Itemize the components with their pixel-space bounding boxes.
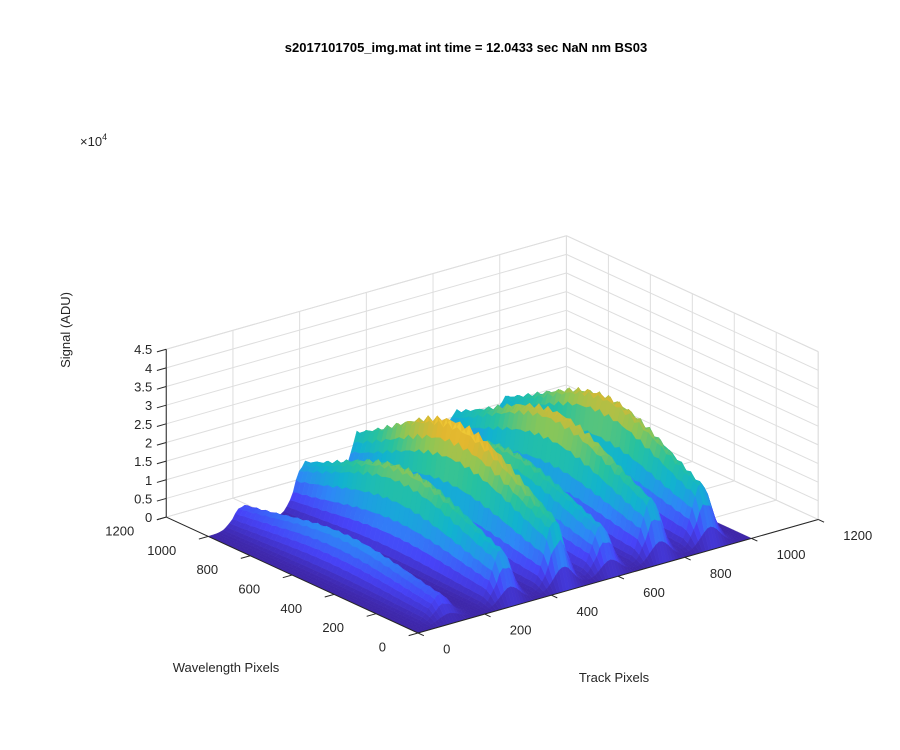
wall-gridline-z [166, 309, 567, 425]
chart-title: s2017101705_img.mat int time = 12.0433 s… [285, 40, 647, 55]
box-edge [566, 235, 819, 353]
wall-gridline-z [566, 291, 819, 409]
wall-gridline-z [166, 272, 567, 388]
wall-gridline-z [166, 328, 567, 443]
wall-gridline-z [566, 272, 819, 390]
wall-gridline-z [566, 253, 819, 371]
box-edge [166, 235, 567, 350]
wall-gridline-z [166, 347, 567, 462]
wall-gridline-z [166, 365, 567, 481]
wall-gridline-z [166, 291, 567, 406]
surface-plot [207, 386, 753, 634]
wall-gridline-z [166, 253, 567, 369]
wall-gridline-z [566, 309, 819, 427]
wall-gridline-z [566, 347, 819, 464]
wall-gridline-z [566, 365, 819, 483]
wall-gridline-z [566, 328, 819, 446]
